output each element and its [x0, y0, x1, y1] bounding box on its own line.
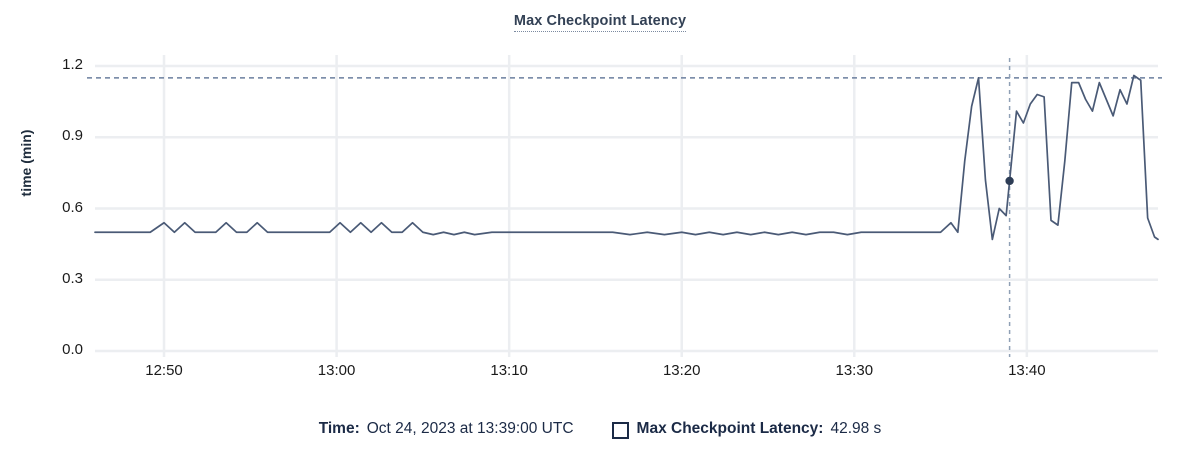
x-tick-label: 13:00: [317, 362, 356, 379]
x-tick-label: 13:20: [662, 362, 701, 379]
y-tick-label: 0.3: [62, 269, 83, 287]
legend-series-value: 42.98 s: [830, 420, 882, 437]
y-tick-label: 1.2: [62, 56, 83, 73]
legend-swatch-icon: [611, 421, 629, 439]
legend-entry[interactable]: Max Checkpoint Latency: 42.98 s: [611, 420, 882, 439]
chart-title: Max Checkpoint Latency: [0, 13, 1200, 32]
cursor-point-marker[interactable]: [1005, 176, 1014, 186]
chart-title-text: Max Checkpoint Latency: [513, 13, 687, 32]
x-tick-label: 13:40: [1008, 362, 1046, 379]
data-line-max-checkpoint-latency[interactable]: [94, 74, 1159, 241]
x-tick-label: 13:30: [835, 362, 874, 379]
x-tick-label: 12:50: [145, 362, 183, 379]
legend-series-label: Max Checkpoint Latency:: [636, 420, 824, 437]
x-tick-label: 13:10: [490, 362, 528, 379]
y-tick-label: 0.0: [62, 341, 83, 358]
y-tick-label: 0.9: [62, 127, 83, 145]
footer-time: Time: Oct 24, 2023 at 13:39:00 UTC: [319, 420, 574, 438]
y-tick-label: 0.6: [62, 198, 83, 216]
footer-time-label: Time:: [318, 420, 360, 437]
chart-footer: Time: Oct 24, 2023 at 13:39:00 UTC Max C…: [0, 420, 1200, 439]
footer-time-value: Oct 24, 2023 at 13:39:00 UTC: [366, 420, 574, 437]
